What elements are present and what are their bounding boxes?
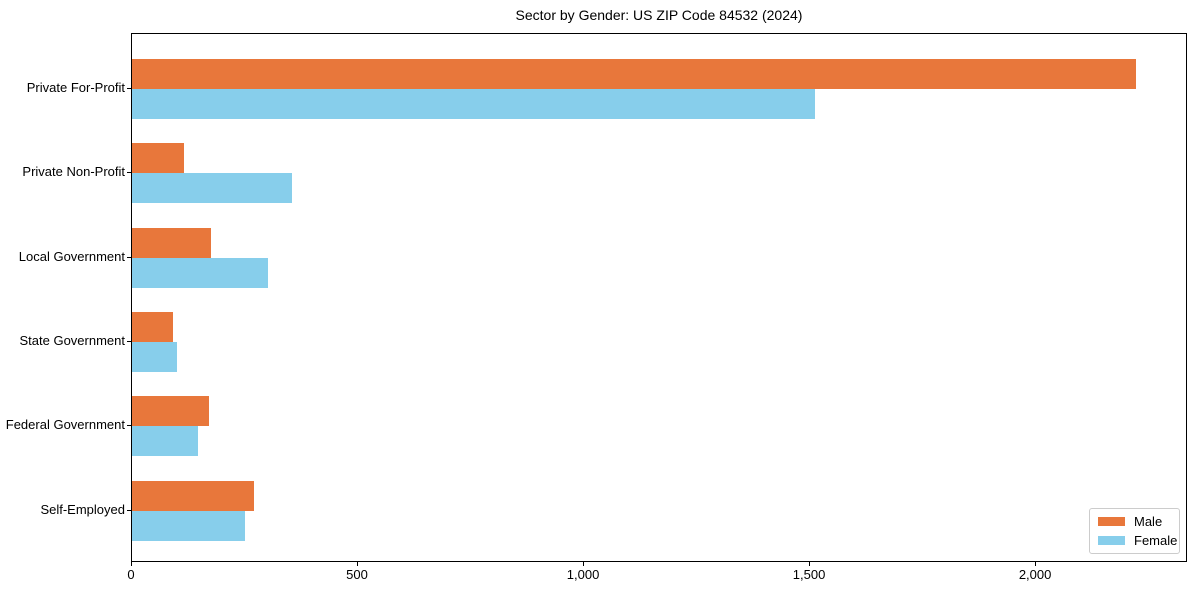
y-tick-mark-state-government: [127, 340, 131, 342]
legend-entry-male: Male: [1098, 515, 1171, 528]
legend-swatch-female-icon: [1098, 536, 1125, 545]
y-tick-mark-self-employed: [127, 509, 131, 511]
x-tick-mark-1500: [808, 562, 810, 566]
bar-male-federal-government: [132, 396, 209, 427]
x-axis-label-2000: 2,000: [1018, 567, 1052, 582]
legend-entry-female: Female: [1098, 534, 1177, 547]
bar-female-state-government: [132, 341, 177, 372]
x-axis-label-0: 0: [127, 567, 135, 582]
bar-male-local-government: [132, 227, 211, 258]
y-axis-label-local-government: Local Government: [18, 248, 125, 264]
legend: Male Female: [1089, 508, 1180, 554]
bar-female-self-employed: [132, 510, 245, 541]
bar-male-self-employed: [132, 480, 254, 511]
y-axis-label-self-employed: Self-Employed: [40, 501, 125, 517]
y-tick-mark-private-non-profit: [127, 172, 131, 174]
bar-male-private-for-profit: [132, 59, 1136, 89]
x-tick-mark-2000: [1034, 562, 1036, 566]
bar-female-local-government: [132, 257, 268, 288]
x-axis-label-1000: 1,000: [566, 567, 600, 582]
legend-label-female: Female: [1134, 533, 1178, 548]
x-axis-label-1500: 1,500: [792, 567, 826, 582]
y-axis-label-state-government: State Government: [19, 332, 126, 348]
y-tick-mark-federal-government: [127, 425, 131, 427]
bar-female-private-for-profit: [132, 89, 815, 119]
bar-female-private-non-profit: [132, 173, 292, 204]
x-tick-mark-500: [356, 562, 358, 566]
bar-male-private-non-profit: [132, 143, 184, 174]
plot-area: [131, 33, 1187, 562]
chart-title: Sector by Gender: US ZIP Code 84532 (202…: [515, 7, 803, 23]
y-tick-mark-local-government: [127, 256, 131, 258]
bar-male-state-government: [132, 311, 173, 342]
x-tick-mark-1000: [582, 562, 584, 566]
x-axis-label-500: 500: [346, 567, 368, 582]
y-axis-label-federal-government: Federal Government: [5, 417, 125, 433]
legend-label-male: Male: [1134, 514, 1163, 529]
x-tick-mark-0: [130, 562, 132, 566]
y-axis-label-private-non-profit: Private Non-Profit: [22, 164, 125, 180]
legend-swatch-male-icon: [1098, 517, 1125, 526]
y-axis-label-private-for-profit: Private For-Profit: [26, 80, 125, 95]
bar-female-federal-government: [132, 426, 198, 457]
y-tick-mark-private-for-profit: [127, 88, 131, 89]
